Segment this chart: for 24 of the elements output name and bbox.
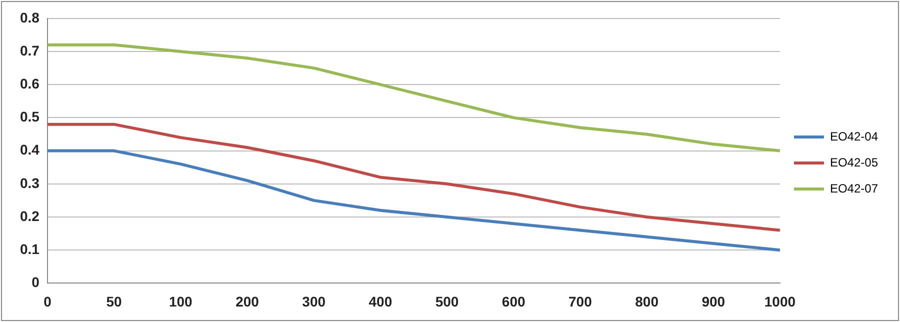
x-tick-label: 900 <box>702 293 726 310</box>
legend-label: EO42-07 <box>830 181 878 196</box>
y-tick-label: 0.7 <box>20 42 40 58</box>
y-tick-label: 0.5 <box>20 108 40 125</box>
x-tick-label: 700 <box>568 293 592 310</box>
y-tick-label: 0.2 <box>20 208 40 224</box>
y-tick-label: 0.1 <box>20 240 40 257</box>
x-tick-label: 100 <box>168 293 193 310</box>
legend-label: EO42-04 <box>830 129 878 144</box>
x-tick-label: 0 <box>44 293 52 310</box>
y-tick-label: 0.6 <box>20 75 40 92</box>
x-tick-label: 200 <box>236 293 260 310</box>
legend-label: EO42-05 <box>830 155 878 170</box>
x-tick-label: 50 <box>106 293 122 310</box>
y-tick-label: 0.8 <box>20 9 40 26</box>
y-tick-label: 0.3 <box>20 174 40 191</box>
x-tick-label: 600 <box>502 293 526 310</box>
x-tick-label: 300 <box>302 293 326 310</box>
x-tick-label: 800 <box>635 293 659 310</box>
x-tick-label: 1000 <box>764 293 796 310</box>
x-tick-label: 400 <box>368 293 392 310</box>
y-tick-label: 0 <box>32 274 40 290</box>
x-tick-label: 500 <box>435 293 459 310</box>
y-tick-label: 0.4 <box>20 142 40 158</box>
